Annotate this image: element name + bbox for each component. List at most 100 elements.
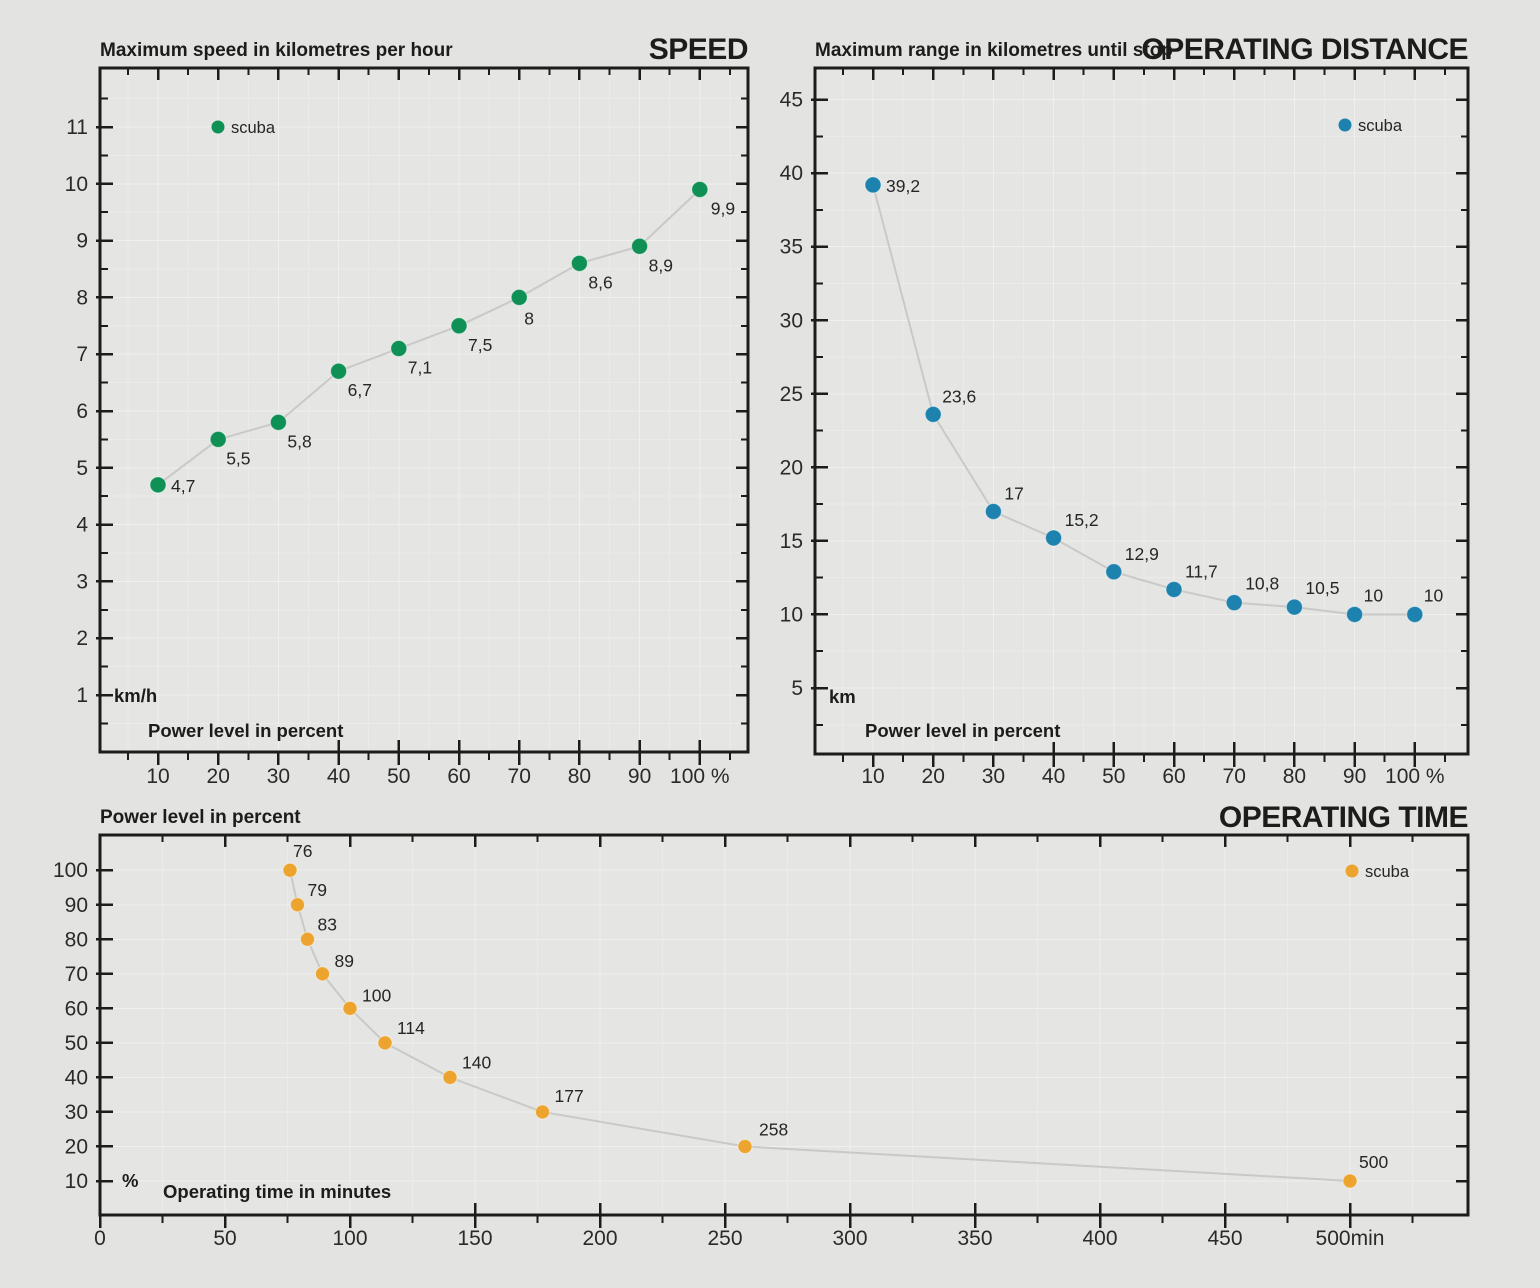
data-line xyxy=(157,188,701,486)
y-tick-label: 9 xyxy=(76,230,88,253)
data-point xyxy=(342,1000,358,1016)
y-tick-label: 10 xyxy=(780,603,803,626)
operating-distance-axis-title: Maximum range in kilometres until stop xyxy=(815,40,1173,61)
x-tick-label: 40 xyxy=(1042,765,1065,788)
data-line xyxy=(289,870,1351,1182)
x-tick-label: 400 xyxy=(1082,1227,1117,1250)
point-label: 7,5 xyxy=(468,335,492,355)
chart-speed: 10 20 30 40 50 60 70 80 90 100 % 1 2 3 4 5 6 7 8 9 10 11 km/h… xyxy=(65,66,750,788)
x-tick-label: 300 xyxy=(832,1227,867,1250)
data-point xyxy=(691,180,709,198)
x-tick-label: 100 xyxy=(332,1227,367,1250)
y-tick-label: 8 xyxy=(76,286,88,309)
point-label: 83 xyxy=(318,914,337,934)
legend-label: scuba xyxy=(1365,863,1410,881)
legend-dot xyxy=(1345,864,1359,878)
y-tick-label: 5 xyxy=(76,457,88,480)
data-point xyxy=(450,317,468,335)
x-tick-label: 50 xyxy=(387,765,410,788)
y-tick-label: 4 xyxy=(76,514,88,537)
point-label: 76 xyxy=(293,841,312,861)
point-label: 17 xyxy=(1004,483,1023,503)
y-unit-label: % xyxy=(122,1170,138,1191)
chart-operating-time: 0 50 100 150 200 250 300 350 400 450 500min 10 20 30 4… xyxy=(53,833,1470,1250)
point-label: 11,7 xyxy=(1185,561,1218,581)
x-tick-label: 70 xyxy=(1223,765,1246,788)
data-point xyxy=(442,1069,458,1085)
x-tick-label: 150 xyxy=(457,1227,492,1250)
data-point xyxy=(1225,594,1243,612)
x-axis-caption: Operating time in minutes xyxy=(163,1181,391,1202)
x-tick-label: 50 xyxy=(1102,765,1125,788)
operating-time-title: OPERATING TIME xyxy=(1219,801,1468,834)
y-tick-label: 40 xyxy=(780,162,803,185)
point-label: 8,9 xyxy=(649,255,673,275)
x-tick-label: 20 xyxy=(922,765,945,788)
y-tick-label: 20 xyxy=(780,456,803,479)
data-point xyxy=(315,966,330,982)
y-tick-label: 5 xyxy=(791,677,803,700)
point-label: 6,7 xyxy=(348,380,372,400)
data-line xyxy=(872,184,1415,616)
data-point xyxy=(1165,580,1183,598)
y-tick-label: 10 xyxy=(65,173,88,196)
data-point xyxy=(330,362,348,380)
data-point xyxy=(924,405,942,423)
y-tick-label: 50 xyxy=(65,1032,88,1055)
point-label: 39,2 xyxy=(886,176,920,196)
point-label: 140 xyxy=(462,1052,491,1072)
x-tick-label: 250 xyxy=(707,1227,742,1250)
data-point xyxy=(149,476,167,494)
point-label: 7,1 xyxy=(408,358,432,378)
x-tick-label: 40 xyxy=(327,765,350,788)
point-label: 8,6 xyxy=(588,272,612,292)
point-label: 5,8 xyxy=(287,431,311,451)
x-tick-label: 100 % xyxy=(670,765,730,788)
legend-label: scuba xyxy=(231,119,276,137)
data-point xyxy=(864,176,882,194)
x-tick-label: 90 xyxy=(628,765,651,788)
point-label: 500 xyxy=(1359,1152,1388,1172)
point-label: 79 xyxy=(308,880,327,900)
data-point xyxy=(984,502,1002,520)
y-tick-label: 80 xyxy=(65,928,88,951)
x-tick-label: 20 xyxy=(207,765,230,788)
point-label: 10,8 xyxy=(1245,574,1279,594)
point-label: 9,9 xyxy=(711,198,735,218)
x-tick-label: 350 xyxy=(957,1227,992,1250)
data-point xyxy=(1285,598,1303,616)
plots-group: 10 20 30 40 50 60 70 80 90 100 %1234567891011km/h… xyxy=(53,66,1470,1250)
plot-area xyxy=(100,68,748,752)
data-point xyxy=(535,1104,550,1120)
point-label: 100 xyxy=(362,985,391,1005)
point-label: 114 xyxy=(397,1018,425,1038)
y-tick-label: 40 xyxy=(65,1066,88,1089)
x-tick-label: 50 xyxy=(213,1227,236,1250)
x-axis-caption: Power level in percent xyxy=(865,720,1060,741)
speed-axis-title: Maximum speed in kilometres per hour xyxy=(100,40,453,61)
y-tick-label: 60 xyxy=(65,997,88,1020)
data-point xyxy=(390,340,408,358)
point-label: 15,2 xyxy=(1065,510,1099,530)
x-tick-label: 90 xyxy=(1343,765,1366,788)
speed-title: SPEED xyxy=(649,33,748,66)
x-tick-label: 200 xyxy=(582,1227,617,1250)
data-point xyxy=(737,1138,753,1154)
y-tick-label: 90 xyxy=(65,894,88,917)
y-tick-label: 1 xyxy=(76,684,88,707)
x-tick-label: 0 xyxy=(94,1227,106,1250)
y-tick-label: 6 xyxy=(76,400,88,423)
data-point xyxy=(1045,529,1063,547)
data-point xyxy=(1342,1173,1358,1189)
y-tick-label: 35 xyxy=(780,236,803,259)
legend-label: scuba xyxy=(1358,117,1403,135)
y-tick-label: 11 xyxy=(66,116,88,139)
point-label: 258 xyxy=(759,1119,788,1139)
point-label: 5,5 xyxy=(226,448,250,468)
x-tick-label: 70 xyxy=(508,765,531,788)
y-tick-label: 20 xyxy=(65,1135,88,1158)
y-tick-label: 30 xyxy=(780,309,803,332)
x-tick-label: 500min xyxy=(1316,1227,1385,1250)
y-tick-label: 2 xyxy=(76,627,88,650)
